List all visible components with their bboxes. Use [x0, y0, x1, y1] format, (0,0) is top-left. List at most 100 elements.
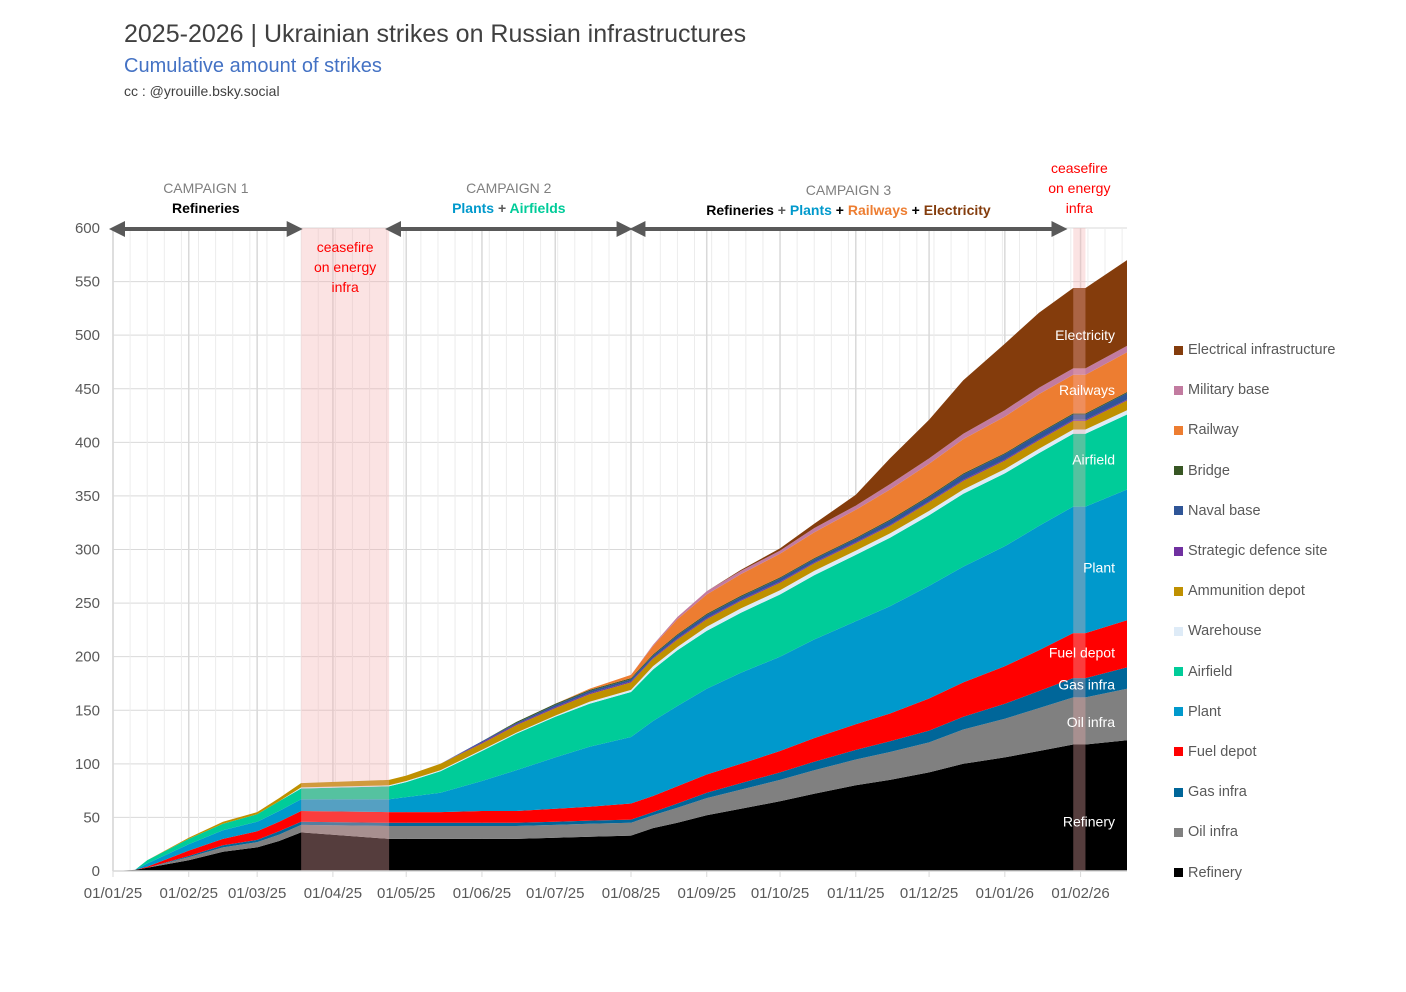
- legend-label: Airfield: [1188, 663, 1233, 680]
- x-tick-label: 01/08/25: [602, 885, 660, 902]
- legend-label: Warehouse: [1188, 623, 1262, 640]
- y-tick-label: 350: [75, 488, 100, 505]
- ceasefire-bands: [301, 228, 1086, 871]
- y-tick-label: 0: [92, 863, 100, 880]
- y-tick-label: 550: [75, 274, 100, 291]
- area-railway: [113, 352, 1127, 871]
- legend-item: Naval base: [1174, 491, 1335, 531]
- campaign-name: CAMPAIGN 3: [806, 182, 892, 198]
- legend-item: Warehouse: [1174, 611, 1335, 651]
- y-tick-label: 300: [75, 542, 100, 559]
- legend-swatch: [1174, 466, 1183, 476]
- y-tick-label: 400: [75, 434, 100, 451]
- area-label-airfield: Airfield: [1072, 451, 1115, 467]
- campaign-desc-part: +: [832, 202, 848, 218]
- legend-swatch: [1174, 787, 1183, 797]
- campaign-desc-part: Refineries: [706, 202, 774, 218]
- axes: 0 50 100 150 200 250 300 350 400 450 500 550 600 01/0…: [75, 220, 1127, 902]
- legend-label: Military base: [1188, 382, 1270, 399]
- legend-label: Bridge: [1188, 462, 1230, 479]
- legend-item: Bridge: [1174, 451, 1335, 491]
- legend-swatch: [1174, 586, 1183, 596]
- area-label-refinery: Refinery: [1063, 814, 1115, 830]
- legend-label: Electrical infrastructure: [1188, 342, 1336, 359]
- x-tick-label: 01/06/25: [453, 885, 511, 902]
- legend-item: Strategic defence site: [1174, 531, 1335, 571]
- campaign-annotations: ceasefire on energy infra ceasefire on energ…: [109, 160, 1110, 295]
- x-tick-label: 01/07/25: [526, 885, 584, 902]
- legend-swatch: [1174, 707, 1183, 717]
- area-plant: [113, 489, 1127, 871]
- legend-item: Electrical infrastructure: [1174, 330, 1335, 370]
- y-tick-label: 250: [75, 595, 100, 612]
- legend-swatch: [1174, 626, 1183, 636]
- y-tick-label: 600: [75, 220, 100, 237]
- chart-credit: cc : @yrouille.bsky.social: [124, 83, 280, 99]
- legend-swatch: [1174, 425, 1183, 435]
- y-tick-label: 50: [83, 809, 100, 826]
- legend-swatch: [1174, 345, 1183, 355]
- legend-label: Plant: [1188, 703, 1222, 720]
- legend-label: Ammunition depot: [1188, 583, 1305, 600]
- legend-item: Oil infra: [1174, 812, 1335, 852]
- legend-swatch: [1174, 667, 1183, 677]
- area-label-gas-infra: Gas infra: [1058, 677, 1115, 693]
- campaign-desc-part: Electricity: [924, 202, 991, 218]
- ceasefire-label: on energy: [314, 259, 376, 275]
- area-label-oil-infra: Oil infra: [1067, 714, 1115, 730]
- legend-label: Fuel depot: [1188, 743, 1257, 760]
- campaign-desc-part: +: [774, 202, 790, 218]
- legend-label: Naval base: [1188, 502, 1261, 519]
- legend-item: Plant: [1174, 692, 1335, 732]
- legend: Electrical infrastructure Military base Ra…: [1174, 330, 1335, 893]
- campaign-description: Refineries + Plants + Railways + Electri…: [706, 202, 991, 218]
- ceasefire-label: on energy: [1048, 180, 1110, 196]
- area-oil-infra: [113, 688, 1127, 871]
- x-tick-label: 01/04/25: [304, 885, 362, 902]
- legend-item: Airfield: [1174, 652, 1335, 692]
- legend-item: Railway: [1174, 410, 1335, 450]
- x-tick-label: 01/11/25: [827, 885, 884, 902]
- legend-label: Oil infra: [1188, 824, 1238, 841]
- campaign-description: Refineries: [172, 200, 240, 216]
- x-tick-label: 01/01/25: [84, 885, 142, 902]
- area-label-electrical-infrastructure: Electricity: [1055, 327, 1115, 343]
- legend-swatch: [1174, 747, 1183, 757]
- y-tick-label: 100: [75, 756, 100, 773]
- legend-label: Refinery: [1188, 864, 1242, 881]
- ceasefire-band: [1073, 228, 1086, 871]
- legend-item: Refinery: [1174, 852, 1335, 892]
- legend-swatch: [1174, 546, 1183, 556]
- campaign-desc-part: Plants: [452, 200, 494, 216]
- area-label-fuel-depot: Fuel depot: [1049, 644, 1115, 660]
- x-tick-label: 01/01/26: [976, 885, 1034, 902]
- x-tick-label: 01/12/25: [900, 885, 958, 902]
- campaign-desc-part: Plants: [790, 202, 832, 218]
- ceasefire-label: infra: [332, 279, 359, 295]
- area-fuel-depot: [113, 620, 1127, 871]
- campaign-desc-part: Refineries: [172, 200, 240, 216]
- area-label-railway: Railways: [1059, 382, 1115, 398]
- ceasefire-band: [301, 228, 390, 871]
- campaign-description: Plants + Airfields: [452, 200, 566, 216]
- campaign-desc-part: Railways: [848, 202, 908, 218]
- area-series: [113, 260, 1127, 872]
- area-labels: Electricity Railways Airfield Plant Fuel dep…: [1049, 327, 1115, 830]
- legend-item: Fuel depot: [1174, 732, 1335, 772]
- x-tick-label: 01/05/25: [377, 885, 435, 902]
- area-refinery: [113, 740, 1127, 871]
- legend-label: Strategic defence site: [1188, 543, 1328, 560]
- legend-item: Gas infra: [1174, 772, 1335, 812]
- x-tick-label: 01/09/25: [678, 885, 736, 902]
- area-label-plant: Plant: [1083, 560, 1115, 576]
- campaign-desc-part: +: [908, 202, 924, 218]
- y-tick-label: 200: [75, 649, 100, 666]
- ceasefire-label: ceasefire: [317, 239, 374, 255]
- legend-swatch: [1174, 868, 1183, 878]
- campaign-name: CAMPAIGN 2: [466, 180, 552, 196]
- campaign-desc-part: +: [494, 200, 509, 216]
- y-tick-label: 500: [75, 327, 100, 344]
- y-tick-label: 450: [75, 381, 100, 398]
- legend-item: Ammunition depot: [1174, 571, 1335, 611]
